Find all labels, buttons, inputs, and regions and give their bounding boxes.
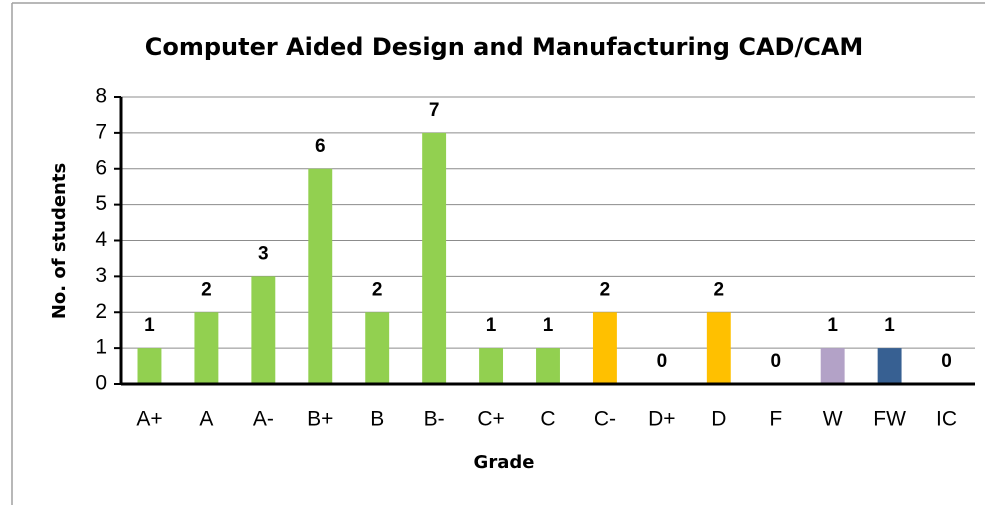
x-tick-label: B+	[307, 408, 333, 431]
x-tick-label: A-	[253, 408, 274, 431]
y-axis-label: No. of students	[49, 163, 70, 319]
x-tick-label: A	[199, 408, 213, 431]
data-label: 1	[884, 315, 895, 336]
data-label: 7	[429, 100, 440, 121]
data-label: 2	[372, 279, 383, 300]
y-tick-label: 5	[95, 192, 107, 215]
x-tick-label: A+	[136, 408, 162, 431]
bar	[592, 312, 617, 384]
data-label: 6	[315, 136, 326, 157]
x-tick-label: W	[823, 408, 843, 431]
bar	[422, 132, 447, 384]
bar	[194, 312, 219, 384]
x-axis-label: Grade	[474, 452, 535, 473]
data-label: 2	[201, 279, 212, 300]
bar	[137, 348, 162, 384]
data-label: 0	[941, 351, 952, 372]
data-label: 1	[144, 315, 155, 336]
bar	[820, 348, 845, 384]
y-tick-label: 7	[95, 120, 107, 143]
bar	[877, 348, 902, 384]
bar	[479, 348, 504, 384]
bar	[251, 276, 276, 384]
x-tick-label: B	[370, 408, 384, 431]
data-label: 2	[600, 279, 611, 300]
x-tick-label: C-	[594, 408, 616, 431]
data-label: 3	[258, 243, 269, 264]
x-tick-label: F	[769, 408, 782, 431]
y-tick-label: 1	[95, 336, 107, 359]
x-tick-label: D+	[648, 408, 675, 431]
x-tick-label: D	[711, 408, 726, 431]
data-label: 1	[543, 315, 554, 336]
bar	[706, 312, 731, 384]
bar	[536, 348, 560, 384]
y-tick-label: 3	[95, 264, 107, 287]
x-tick-label: C+	[477, 408, 504, 431]
y-tick-label: 4	[95, 228, 107, 251]
data-label: 2	[714, 279, 725, 300]
x-tick-label: IC	[936, 408, 957, 431]
data-label: 0	[657, 351, 668, 372]
data-label: 1	[486, 315, 497, 336]
data-label: 1	[827, 315, 838, 336]
y-tick-label: 6	[95, 156, 107, 179]
y-tick-label: 8	[95, 85, 107, 108]
x-tick-label: C	[540, 408, 555, 431]
chart-title: Computer Aided Design and Manufacturing …	[145, 33, 864, 61]
bar	[308, 168, 333, 384]
x-tick-label: FW	[873, 408, 906, 431]
data-label: 0	[770, 351, 781, 372]
y-tick-label: 0	[95, 372, 107, 395]
y-tick-label: 2	[95, 300, 107, 323]
x-tick-label: B-	[424, 408, 445, 431]
bar	[365, 312, 390, 384]
